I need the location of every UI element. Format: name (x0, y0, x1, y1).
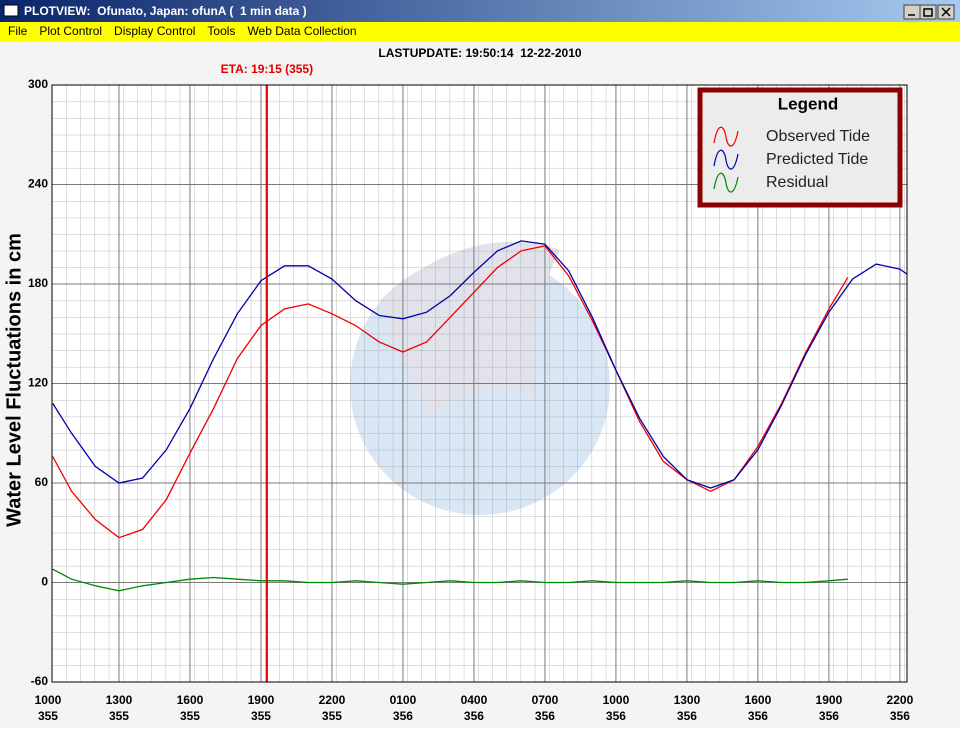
x-tick-day: 356 (535, 709, 555, 723)
menu-item[interactable]: Web Data Collection (247, 24, 356, 38)
legend-box (697, 87, 903, 208)
menu-item[interactable]: Display Control (114, 24, 195, 38)
x-tick-day: 356 (393, 709, 413, 723)
y-tick-label: 0 (41, 575, 48, 589)
series-line (52, 568, 848, 592)
x-tick-day: 355 (322, 709, 342, 723)
x-tick-label: 1600 (177, 693, 204, 707)
legend-swatch (713, 126, 739, 147)
maximize-button[interactable] (919, 4, 937, 20)
x-tick-label: 0400 (461, 693, 488, 707)
menu-item[interactable]: Plot Control (39, 24, 102, 38)
minimize-button[interactable] (903, 4, 921, 20)
eta-label: ETA: 19:15 (355) (221, 62, 313, 76)
x-tick-day: 356 (606, 709, 626, 723)
plot-frame (51, 84, 908, 683)
x-tick-label: 0700 (532, 693, 559, 707)
menu-item[interactable]: Tools (207, 24, 235, 38)
legend-title: Legend (778, 94, 838, 113)
y-tick-label: -60 (31, 674, 49, 688)
x-tick-label: 2200 (887, 693, 914, 707)
x-tick-label: 1300 (674, 693, 701, 707)
window-title: PLOTVIEW: Ofunato, Japan: ofunA ( 1 min … (24, 4, 307, 18)
app-icon (3, 4, 19, 17)
title-bar (0, 0, 960, 22)
x-tick-label: 2200 (319, 693, 346, 707)
y-axis-label: Water Level Fluctuations in cm (3, 233, 25, 527)
series-line (52, 245, 849, 539)
x-tick-day: 355 (251, 709, 271, 723)
x-tick-label: 1300 (106, 693, 133, 707)
x-tick-label: 1000 (603, 693, 630, 707)
series-line (52, 240, 908, 489)
x-tick-day: 356 (677, 709, 697, 723)
x-tick-label: 1900 (248, 693, 275, 707)
legend-label: Predicted Tide (766, 151, 868, 168)
x-tick-day: 355 (109, 709, 129, 723)
legend-label: Residual (766, 174, 828, 191)
x-tick-day: 356 (890, 709, 910, 723)
x-tick-day: 355 (38, 709, 58, 723)
window-buttons[interactable] (903, 4, 955, 20)
x-tick-day: 356 (748, 709, 768, 723)
menu-item[interactable]: File (8, 24, 28, 38)
legend-label: Observed Tide (766, 128, 870, 145)
y-tick-label: 180 (28, 276, 48, 290)
x-tick-label: 1000 (35, 693, 62, 707)
menu-bar (0, 22, 960, 42)
x-tick-label: 1600 (745, 693, 772, 707)
y-tick-label: 240 (28, 177, 48, 191)
x-tick-label: 1900 (816, 693, 843, 707)
legend-swatch (713, 172, 739, 193)
x-tick-day: 356 (819, 709, 839, 723)
x-tick-day: 355 (180, 709, 200, 723)
y-tick-label: 120 (28, 376, 48, 390)
y-tick-label: 60 (35, 475, 49, 489)
button-glyphs (908, 7, 951, 17)
legend-swatch (713, 149, 739, 170)
x-tick-label: 0100 (390, 693, 417, 707)
y-tick-label: 300 (28, 77, 48, 91)
x-tick-day: 356 (464, 709, 484, 723)
chart-title: LASTUPDATE: 19:50:14 12-22-2010 (378, 46, 582, 60)
